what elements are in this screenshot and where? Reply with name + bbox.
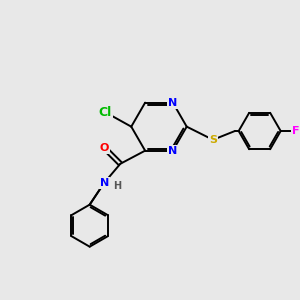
Text: F: F <box>292 126 299 136</box>
Text: N: N <box>168 146 178 156</box>
Text: Cl: Cl <box>98 106 112 118</box>
Text: O: O <box>100 143 109 153</box>
Text: H: H <box>113 181 122 191</box>
Text: S: S <box>209 135 217 145</box>
Text: N: N <box>168 98 178 108</box>
Text: N: N <box>100 178 109 188</box>
